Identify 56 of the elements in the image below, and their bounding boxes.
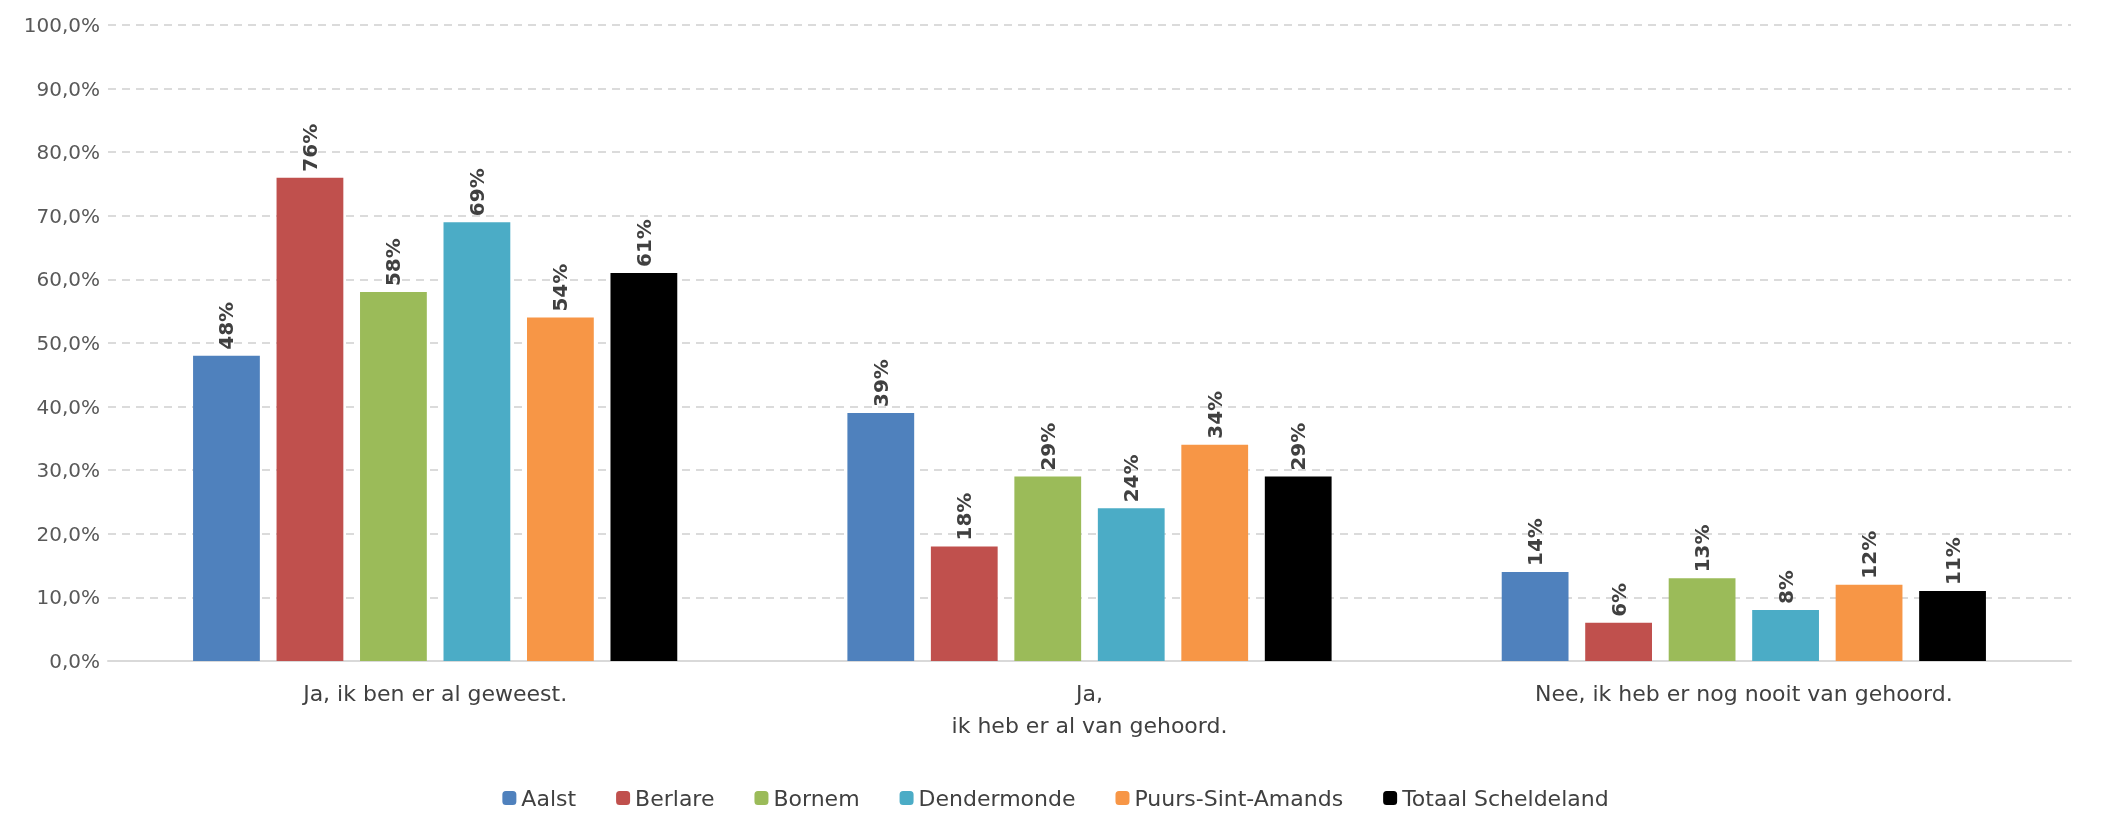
bar — [443, 222, 511, 661]
y-tick-label: 50,0% — [36, 331, 100, 355]
bar — [1014, 476, 1082, 661]
bar — [527, 317, 594, 661]
legend-label: Totaal Scheldeland — [1401, 785, 1609, 811]
data-label: 11% — [1940, 537, 1965, 586]
legend-label: Berlare — [635, 785, 715, 811]
data-label: 76% — [297, 123, 322, 172]
bar — [1097, 508, 1165, 661]
bar — [930, 546, 998, 661]
data-label: 34% — [1202, 390, 1227, 439]
bar — [1668, 578, 1736, 661]
data-label: 29% — [1035, 422, 1060, 471]
legend-label: Bornem — [773, 785, 860, 811]
y-tick-label: 100,0% — [23, 13, 100, 37]
y-tick-label: 80,0% — [36, 140, 100, 165]
data-label: 39% — [868, 359, 893, 407]
data-label: 6% — [1606, 582, 1631, 617]
data-label: 48% — [214, 301, 239, 350]
data-label: 69% — [464, 168, 489, 217]
data-label: 24% — [1119, 454, 1144, 503]
bar — [276, 177, 344, 661]
y-tick-label: 0,0% — [49, 649, 100, 673]
data-label: 58% — [381, 238, 406, 287]
bar — [193, 355, 260, 661]
bar — [1835, 584, 1903, 661]
y-tick-label: 60,0% — [36, 267, 100, 292]
y-tick-label: 70,0% — [36, 203, 100, 228]
y-tick-label: 90,0% — [36, 76, 100, 101]
data-label: 12% — [1857, 530, 1882, 579]
legend-label: Puurs-Sint-Amands — [1134, 785, 1344, 811]
bar — [1585, 622, 1652, 661]
y-tick-label: 30,0% — [36, 458, 100, 483]
data-label: 29% — [1286, 422, 1311, 471]
data-label: 13% — [1690, 524, 1715, 573]
y-tick-label: 20,0% — [36, 521, 100, 546]
bar — [1181, 444, 1249, 661]
bar — [360, 292, 427, 661]
data-label: 61% — [631, 219, 656, 268]
legend-label: Aalst — [521, 785, 577, 811]
bar — [1919, 591, 1986, 661]
bar — [1752, 610, 1819, 661]
bar — [610, 273, 678, 661]
data-label: 54% — [548, 263, 573, 312]
y-tick-label: 10,0% — [36, 585, 100, 610]
data-label: 8% — [1773, 570, 1798, 605]
bar — [847, 412, 915, 661]
bar — [1501, 571, 1569, 661]
legend-label: Dendermonde — [918, 785, 1076, 811]
y-tick-label: 40,0% — [36, 394, 100, 419]
bar — [1264, 476, 1332, 661]
x-tick-label: Ja, ik ben er al geweest. — [301, 680, 568, 706]
x-tick-label: Ja, ik heb er al van gehoord. — [951, 680, 1228, 738]
x-tick-label: Nee, ik heb er nog nooit van gehoord. — [1534, 680, 1953, 706]
data-label: 18% — [952, 492, 977, 541]
data-label: 14% — [1523, 518, 1548, 566]
